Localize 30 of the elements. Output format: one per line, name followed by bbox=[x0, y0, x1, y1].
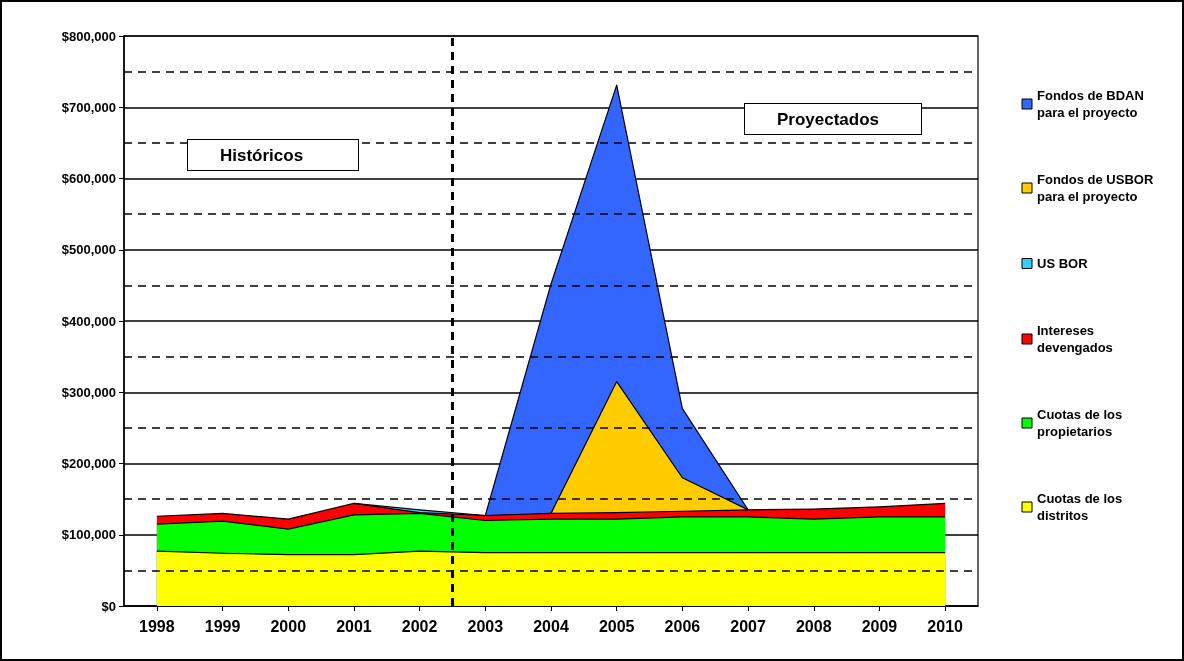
x-tick-label: 1998 bbox=[139, 617, 175, 635]
label-box: Proyectados bbox=[744, 103, 922, 135]
x-tick-label: 2001 bbox=[336, 617, 372, 635]
x-tick-label: 1999 bbox=[204, 617, 241, 635]
x-tick-label: 2003 bbox=[467, 617, 504, 635]
x-tick-label: 2009 bbox=[861, 617, 898, 635]
y-tick-label: $500,000 bbox=[61, 242, 116, 258]
y-tick-label: $0 bbox=[101, 598, 116, 614]
y-tick-label: $300,000 bbox=[61, 384, 116, 400]
legend-label: Fondos de USBOR para el proyecto bbox=[1037, 172, 1157, 204]
legend-label: Cuotas de los distritos bbox=[1037, 491, 1126, 523]
label-box: Históricos bbox=[187, 139, 359, 171]
x-tick-label: 2008 bbox=[795, 617, 832, 635]
x-tick-label: 2000 bbox=[270, 617, 307, 635]
x-tick-label: 2005 bbox=[598, 617, 635, 635]
y-tick-label: $400,000 bbox=[61, 313, 116, 329]
x-tick-label: 2007 bbox=[730, 617, 766, 635]
x-tick-label: 2004 bbox=[533, 617, 569, 635]
x-tick-label: 2006 bbox=[664, 617, 701, 635]
legend-label: US BOR bbox=[1037, 256, 1089, 271]
legend-label: Cuotas de los propietarios bbox=[1037, 407, 1126, 439]
y-tick-label: $200,000 bbox=[61, 456, 116, 471]
y-tick-label: $700,000 bbox=[61, 99, 116, 115]
legend-label: Fondos de BDAN para el proyecto bbox=[1037, 88, 1148, 120]
x-tick-label: 2010 bbox=[927, 617, 964, 635]
y-tick-label: $600,000 bbox=[61, 171, 116, 186]
legend-label: Intereses devengados bbox=[1037, 323, 1113, 355]
y-tick-label: $800,000 bbox=[61, 28, 116, 44]
y-tick-label: $100,000 bbox=[61, 527, 116, 543]
x-tick-label: 2002 bbox=[401, 617, 438, 635]
